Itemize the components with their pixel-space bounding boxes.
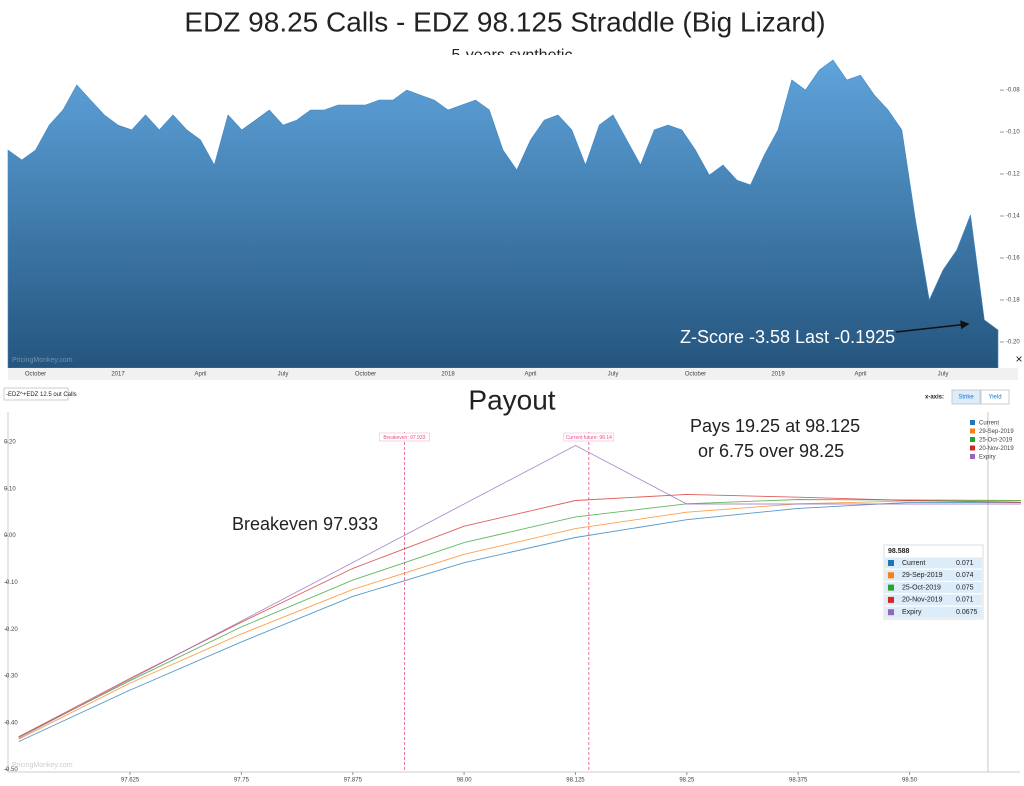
y-tick-label: 0.10 [4, 486, 16, 492]
x-tick-label: October [25, 372, 46, 378]
annotation: Pays 19.25 at 98.125 [690, 416, 860, 436]
x-tick-label: 98.50 [902, 778, 918, 784]
y-tick-label: -0.10 [1006, 130, 1020, 136]
y-tick-label: -0.14 [1006, 214, 1020, 220]
y-tick-label: 0.00 [4, 533, 16, 539]
y-tick-label: -0.12 [1006, 172, 1020, 178]
y-tick-label: 0.20 [4, 440, 16, 446]
tooltip-row [885, 569, 982, 581]
chart-title: Payout [468, 384, 555, 415]
tooltip-row [885, 582, 982, 594]
x-tick-label: October [685, 372, 706, 378]
line [18, 501, 1021, 743]
x-tick-label: April [524, 372, 536, 378]
tooltip-box [883, 544, 984, 620]
tooltip-value: 0.075 [956, 584, 974, 591]
legend-label[interactable]: Current [979, 421, 999, 427]
x-axis-option-button[interactable] [980, 389, 1010, 405]
tooltip-row [885, 557, 982, 569]
legend-label[interactable]: 20-Nov-2019 [979, 446, 1014, 452]
annotation: Z-Score -3.58 Last -0.1925 [680, 327, 895, 347]
x-tick-label: July [608, 372, 619, 378]
x-axis-band [8, 368, 1018, 380]
x-tick-label: 98.25 [679, 778, 695, 784]
line [18, 500, 1021, 740]
tooltip-row [885, 606, 982, 618]
x-tick-label: 2018 [441, 372, 455, 378]
x-axis-option[interactable]: Strike [958, 395, 974, 401]
close-button[interactable]: × [1015, 352, 1022, 366]
legend-label[interactable]: 25-Oct-2019 [979, 438, 1013, 444]
series-label-box [3, 387, 69, 401]
x-tick-label: 98.00 [457, 778, 473, 784]
x-tick-label: 2017 [111, 372, 125, 378]
tooltip-name: 20-Nov-2019 [902, 597, 943, 604]
x-tick-label: 97.875 [344, 778, 363, 784]
tooltip-name: 25-Oct-2019 [902, 584, 941, 591]
tooltip-swatch [888, 596, 894, 603]
legend-swatch [970, 437, 975, 442]
x-axis-control-label: x-axis: [925, 395, 944, 401]
legend-label[interactable]: Expiry [979, 455, 996, 461]
annotation: Breakeven 97.933 [232, 514, 378, 534]
y-tick-label: -0.18 [1006, 298, 1020, 304]
x-tick-label: April [194, 372, 206, 378]
y-tick-label: -0.40 [4, 720, 18, 726]
legend-label[interactable]: 29-Sep-2019 [979, 429, 1014, 435]
x-tick-label: 98.375 [789, 778, 808, 784]
y-tick-label: -0.16 [1006, 256, 1020, 262]
chart-title: EDZ 98.25 Calls - EDZ 98.125 Straddle (B… [184, 6, 825, 37]
y-tick-label: -0.10 [4, 580, 18, 586]
tooltip-value: 0.074 [956, 572, 974, 579]
tooltip-value: 0.071 [956, 597, 974, 604]
watermark: PricingMonkey.com [12, 762, 73, 769]
y-tick-label: -0.20 [4, 627, 18, 633]
tooltip-row [885, 594, 982, 606]
x-tick-label: 2019 [771, 372, 785, 378]
x-tick-label: 97.75 [234, 778, 250, 784]
tooltip-value: 0.0675 [956, 609, 978, 616]
x-axis-option[interactable]: Yield [988, 395, 1001, 401]
area [7, 59, 999, 369]
line [18, 493, 1021, 738]
reference-label: Breakeven: 97.933 [383, 435, 425, 441]
y-tick-label: -0.08 [1006, 88, 1020, 94]
legend-swatch [970, 454, 975, 459]
x-axis-option-button[interactable] [951, 389, 981, 405]
x-tick-label: 97.625 [121, 778, 140, 784]
reference-label-box [379, 432, 430, 442]
x-tick-label: July [278, 372, 289, 378]
y-tick-label: -0.50 [4, 767, 18, 773]
tooltip-name: Expiry [902, 609, 922, 616]
legend-swatch [970, 445, 975, 451]
y-tick-label: -0.20 [1006, 340, 1020, 346]
reference-label-box [563, 432, 615, 442]
x-tick-label: 98.125 [566, 778, 585, 784]
line [18, 499, 1021, 738]
tooltip-swatch [888, 572, 894, 579]
tooltip-swatch [888, 560, 894, 566]
tooltip-title: 98.588 [888, 548, 910, 555]
annotation-arrow [895, 320, 970, 333]
y-tick-label: -0.30 [4, 674, 18, 680]
x-tick-label: July [938, 372, 949, 378]
tooltip-swatch [888, 609, 894, 616]
watermark: PricingMonkey.com [12, 357, 73, 364]
line [18, 444, 1021, 739]
tooltip-value: 0.071 [956, 560, 974, 567]
legend-swatch [970, 420, 975, 425]
tooltip-swatch [888, 584, 894, 591]
x-tick-label: April [854, 372, 866, 378]
x-tick-label: October [355, 372, 376, 378]
tooltip-name: 29-Sep-2019 [902, 572, 943, 579]
legend-swatch [970, 428, 975, 434]
reference-label: Current future: 98.14 [566, 435, 612, 441]
series-label: -EDZ^+EDZ 12.5 out Calls [6, 392, 77, 398]
tooltip-name: Current [902, 560, 925, 567]
annotation: or 6.75 over 98.25 [698, 441, 844, 461]
